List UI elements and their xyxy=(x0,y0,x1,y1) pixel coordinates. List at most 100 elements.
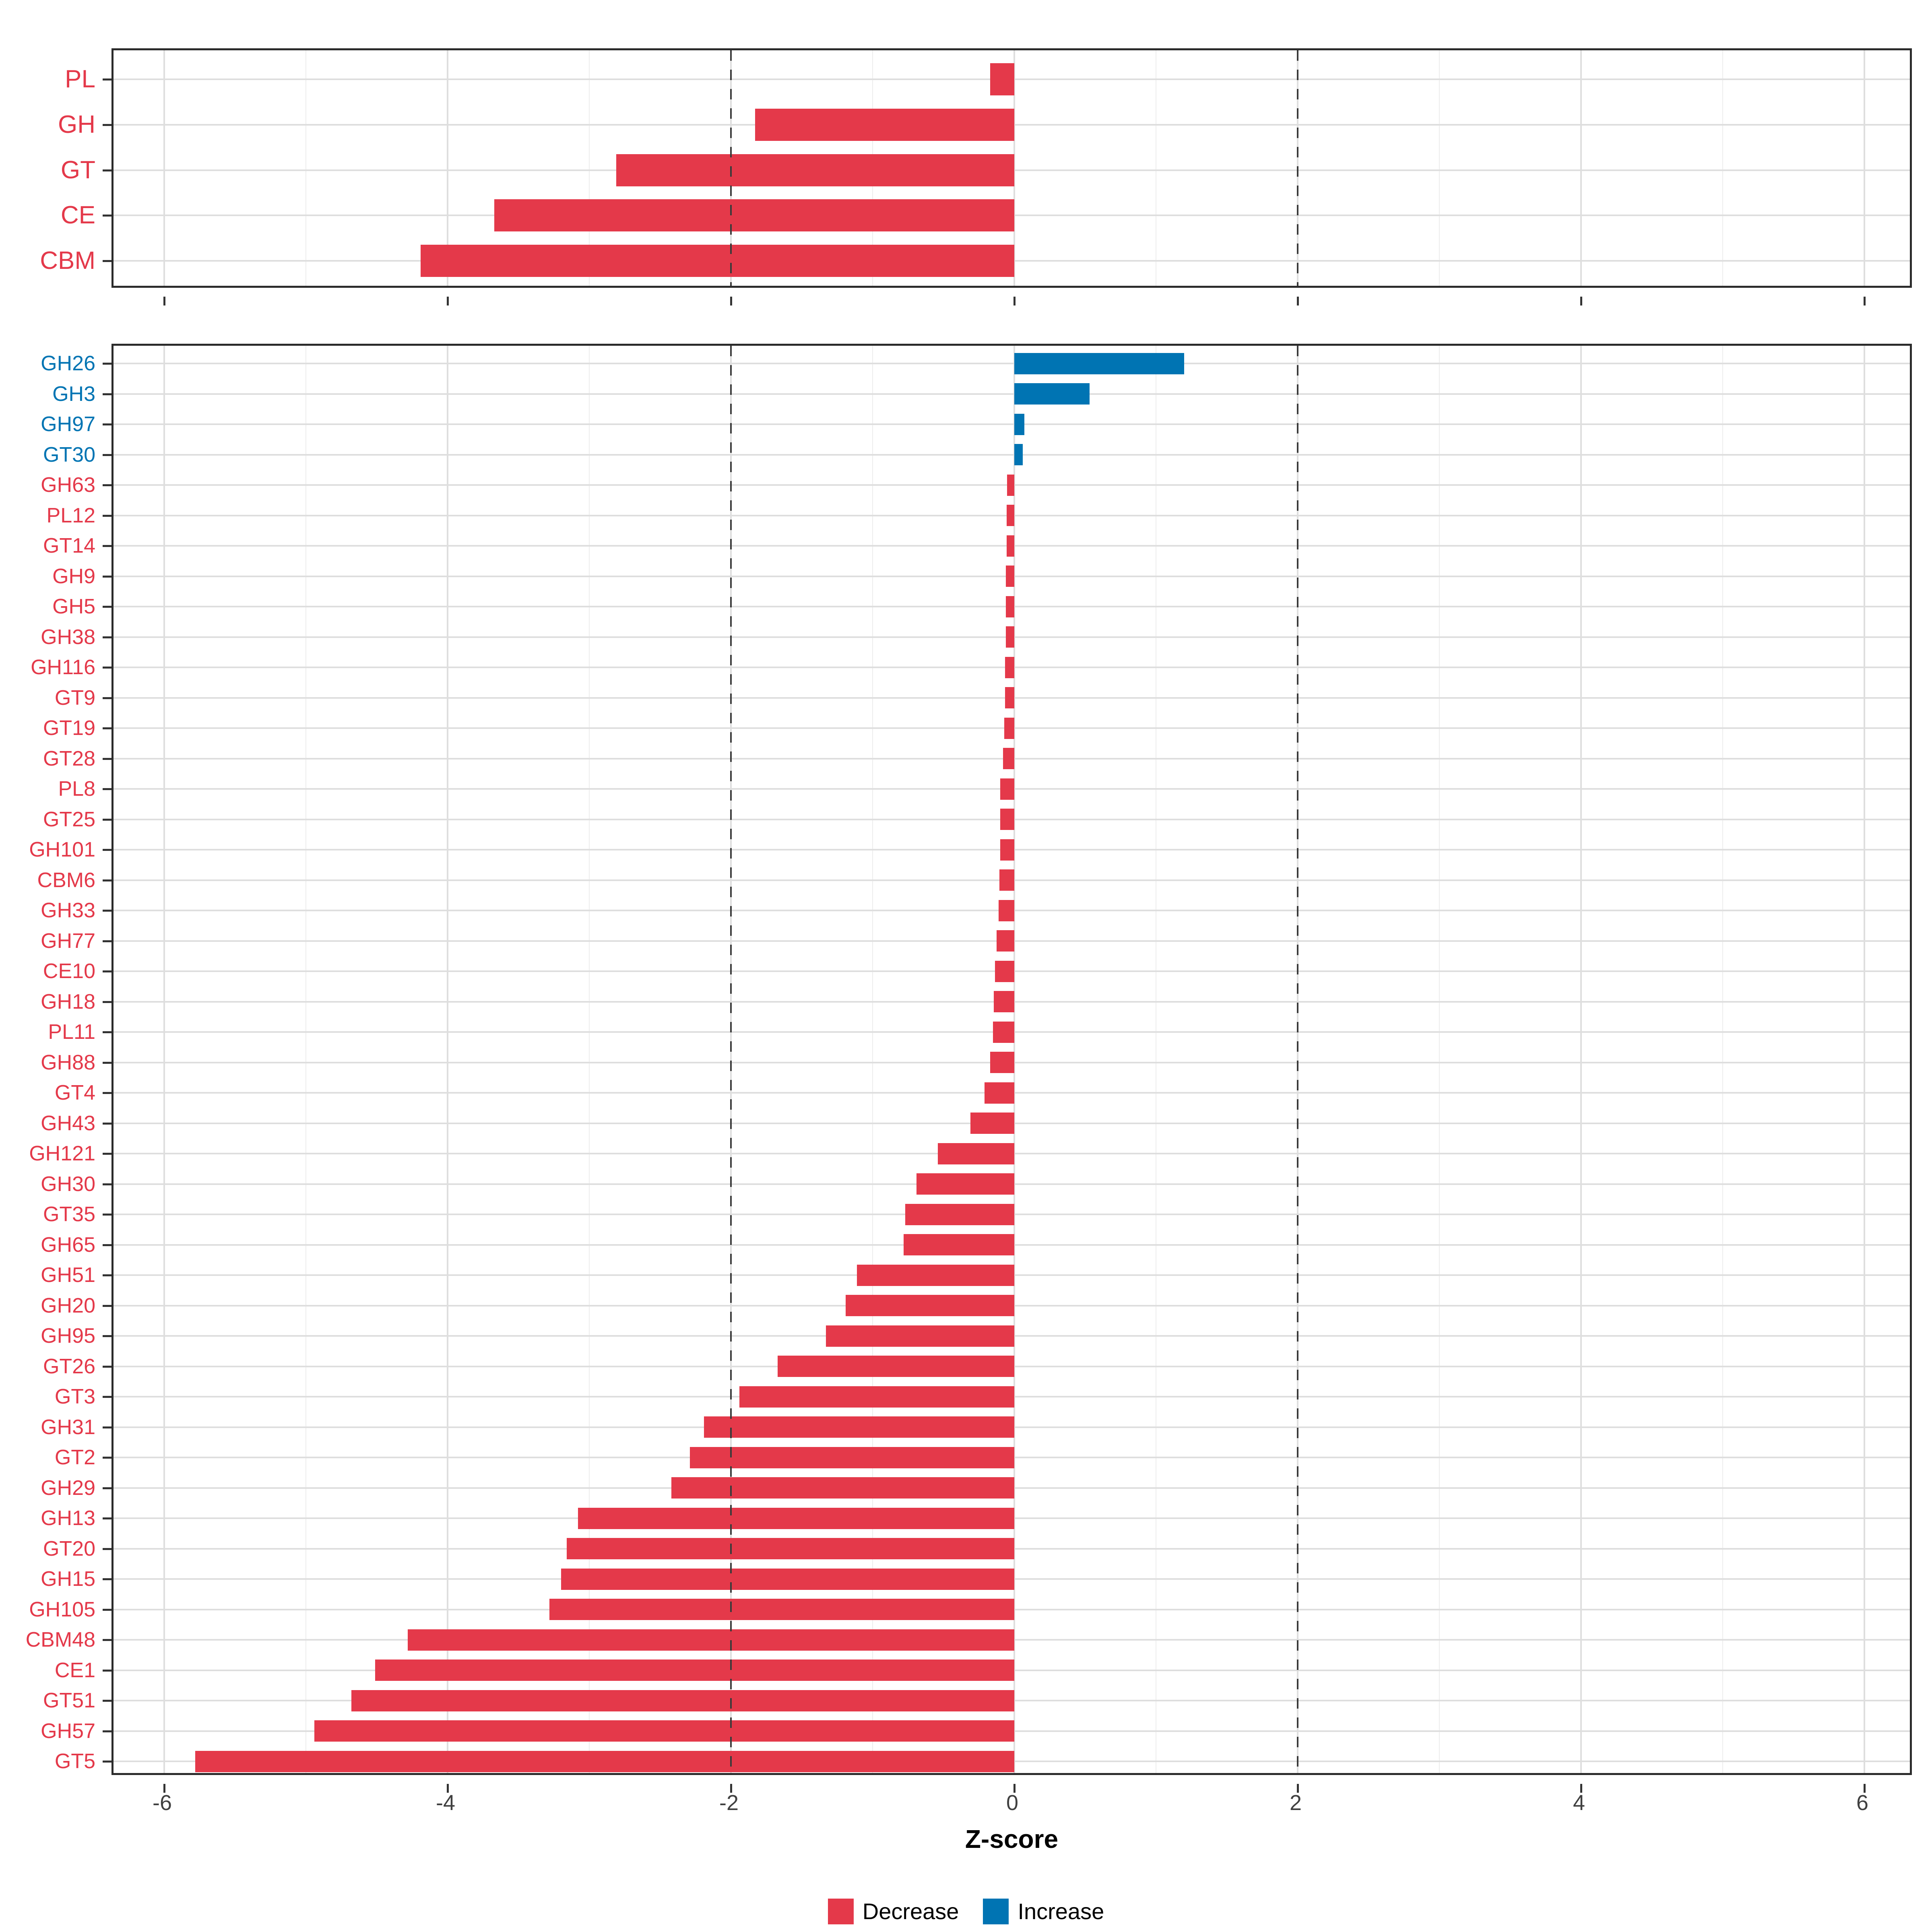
bar-GH31 xyxy=(704,1416,1014,1438)
y-axis-tick xyxy=(103,1335,111,1337)
gridline-major xyxy=(447,50,448,286)
category-label-GH20: GH20 xyxy=(41,1294,95,1317)
gridline-minor xyxy=(589,346,590,1773)
bar-GT5 xyxy=(195,1750,1014,1772)
category-gridline xyxy=(114,423,1910,425)
y-axis-tick xyxy=(103,1517,111,1519)
y-axis-tick xyxy=(103,1122,111,1125)
category-label-GT30: GT30 xyxy=(43,443,95,466)
y-axis-tick xyxy=(103,260,111,262)
bar-GH38 xyxy=(1005,626,1014,648)
reference-line-dashed xyxy=(1297,346,1298,1773)
y-axis-tick xyxy=(103,1001,111,1003)
y-axis-tick xyxy=(103,363,111,365)
gridline-minor xyxy=(872,346,873,1773)
category-label-CE10: CE10 xyxy=(43,960,95,983)
category-label-GH43: GH43 xyxy=(41,1111,95,1135)
category-label-GH121: GH121 xyxy=(29,1142,95,1165)
bar-GT3 xyxy=(739,1386,1014,1408)
x-axis-tick xyxy=(1013,297,1016,305)
category-label-CE1: CE1 xyxy=(54,1658,95,1682)
y-axis-tick xyxy=(103,879,111,881)
bar-GH20 xyxy=(846,1295,1014,1316)
bar-GH95 xyxy=(826,1325,1014,1347)
bar-CBM6 xyxy=(999,869,1014,891)
bar-GH13 xyxy=(578,1507,1014,1529)
bar-GH101 xyxy=(1000,839,1014,861)
bar-GH xyxy=(755,108,1014,141)
bar-CBM xyxy=(421,245,1014,277)
bar-GH29 xyxy=(671,1477,1014,1499)
y-axis-tick xyxy=(103,788,111,790)
y-axis-tick xyxy=(103,727,111,729)
bar-GH65 xyxy=(904,1234,1014,1255)
category-label-GT14: GT14 xyxy=(43,534,95,557)
category-label-GT2: GT2 xyxy=(54,1446,95,1469)
bar-CE xyxy=(494,199,1014,232)
category-label-GH88: GH88 xyxy=(41,1051,95,1074)
x-axis-tick xyxy=(1580,297,1582,305)
category-label-GH63: GH63 xyxy=(41,473,95,497)
y-axis-tick xyxy=(103,1214,111,1216)
bar-PL xyxy=(990,63,1014,95)
y-axis-tick xyxy=(103,393,111,395)
bar-GH116 xyxy=(1005,656,1014,678)
y-axis-tick xyxy=(103,758,111,760)
y-axis-tick xyxy=(103,1548,111,1550)
category-label-CBM6: CBM6 xyxy=(37,868,95,892)
category-label-GT3: GT3 xyxy=(54,1385,95,1408)
y-axis-tick xyxy=(103,606,111,608)
panel-cazyme-classes: PL GH GT CE CBM xyxy=(40,48,1912,305)
bar-GT51 xyxy=(351,1690,1014,1711)
x-axis-tick xyxy=(1580,1784,1582,1793)
gridline-major xyxy=(1864,50,1865,286)
bar-GH105 xyxy=(549,1599,1014,1620)
y-axis-tick xyxy=(103,1578,111,1580)
y-axis-tick xyxy=(103,636,111,638)
y-axis-tick xyxy=(103,1669,111,1672)
y-axis-tick xyxy=(103,1457,111,1459)
y-axis-tick xyxy=(103,1608,111,1611)
y-axis-tick xyxy=(103,1761,111,1763)
y-axis-tick xyxy=(103,1426,111,1428)
bar-CE1 xyxy=(375,1660,1014,1681)
category-label-GH95: GH95 xyxy=(41,1324,95,1348)
category-label-CBM: CBM xyxy=(40,247,95,275)
bar-GH9 xyxy=(1005,566,1014,587)
x-axis-tick xyxy=(730,1784,732,1793)
y-axis-tick xyxy=(103,454,111,456)
category-label-GH105: GH105 xyxy=(29,1598,95,1621)
bar-GT19 xyxy=(1004,717,1014,739)
legend-item-decrease: Decrease xyxy=(828,1898,959,1924)
x-axis-tick xyxy=(447,1784,449,1793)
category-label-GT19: GT19 xyxy=(43,716,95,740)
category-label-GH101: GH101 xyxy=(29,838,95,861)
bar-GT25 xyxy=(1000,809,1014,830)
category-label-PL11: PL11 xyxy=(48,1020,95,1044)
category-label-GH26: GH26 xyxy=(41,352,95,375)
x-tick-label-4: 4 xyxy=(1573,1791,1585,1815)
y-axis-tick xyxy=(103,910,111,912)
bar-GH88 xyxy=(990,1052,1014,1073)
y-axis-tick xyxy=(103,1092,111,1094)
bar-GH26 xyxy=(1014,353,1185,374)
bar-GH18 xyxy=(993,991,1014,1012)
bar-GT xyxy=(616,154,1014,186)
reference-line-dashed xyxy=(730,50,732,286)
gridline-major xyxy=(1013,50,1015,286)
gridline-major xyxy=(1580,50,1582,286)
bar-PL11 xyxy=(993,1021,1014,1043)
x-axis-tick xyxy=(1013,1784,1016,1793)
y-axis-tick xyxy=(103,697,111,699)
category-label-GH15: GH15 xyxy=(41,1567,95,1591)
x-axis-title: Z-score xyxy=(965,1825,1059,1854)
legend-label-increase: Increase xyxy=(1018,1899,1104,1924)
bar-GH5 xyxy=(1005,596,1014,617)
y-axis-tick xyxy=(103,818,111,821)
y-axis-tick xyxy=(103,1730,111,1732)
bar-CE10 xyxy=(995,960,1014,982)
x-axis-tick xyxy=(447,297,449,305)
y-axis-tick xyxy=(103,1183,111,1185)
category-label-GH57: GH57 xyxy=(41,1719,95,1743)
